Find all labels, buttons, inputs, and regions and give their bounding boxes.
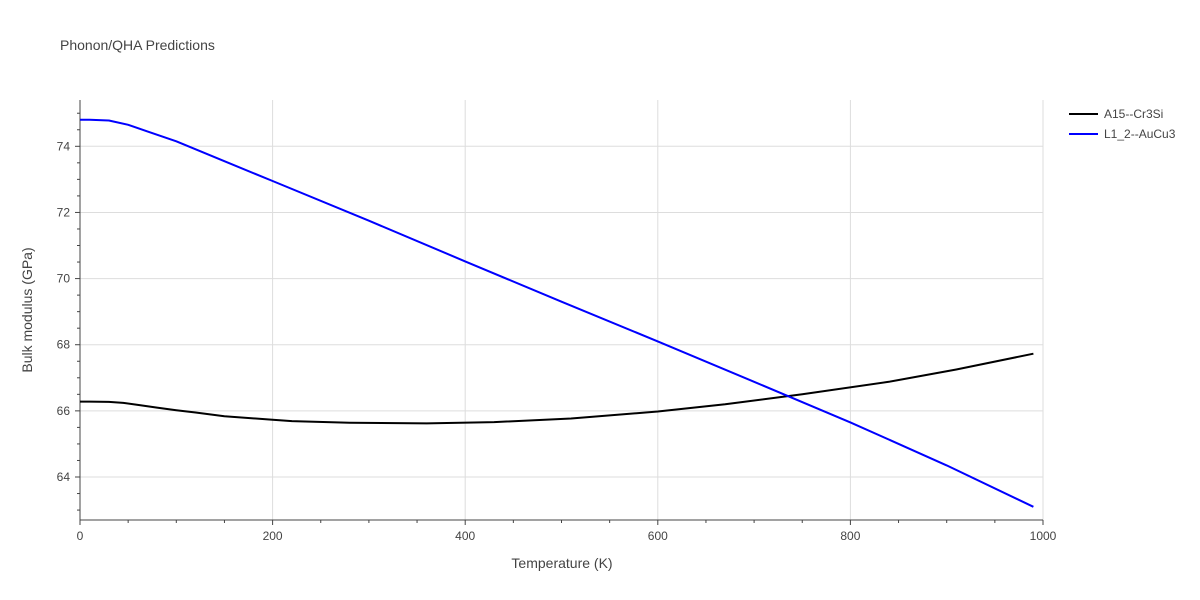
y-tick-label: 64 — [57, 470, 71, 484]
x-tick-label: 400 — [455, 529, 475, 543]
y-tick-label: 74 — [57, 139, 71, 153]
x-tick-label: 600 — [648, 529, 668, 543]
legend-label: L1_2--AuCu3 — [1104, 127, 1176, 141]
series-line-1 — [80, 118, 1034, 508]
legend: A15--Cr3Si L1_2--AuCu3 — [1069, 107, 1176, 141]
x-tick-label: 800 — [840, 529, 860, 543]
x-tick-label: 0 — [77, 529, 84, 543]
chart-title: Phonon/QHA Predictions — [60, 37, 215, 53]
legend-label: A15--Cr3Si — [1104, 107, 1163, 121]
series-line-0 — [80, 352, 1034, 425]
y-tick-label: 70 — [57, 272, 71, 286]
series-layer — [80, 118, 1034, 508]
x-tick-label: 200 — [263, 529, 283, 543]
x-axis-title: Temperature (K) — [511, 555, 612, 571]
x-tick-label: 1000 — [1030, 529, 1057, 543]
y-tick-label: 72 — [57, 205, 71, 219]
axes: 0 200 400 600 800 1000 64 66 68 70 72 74 — [57, 100, 1057, 543]
grid — [80, 100, 1044, 520]
y-tick-label: 66 — [57, 404, 71, 418]
y-axis-title: Bulk modulus (GPa) — [19, 247, 35, 372]
y-tick-label: 68 — [57, 338, 71, 352]
